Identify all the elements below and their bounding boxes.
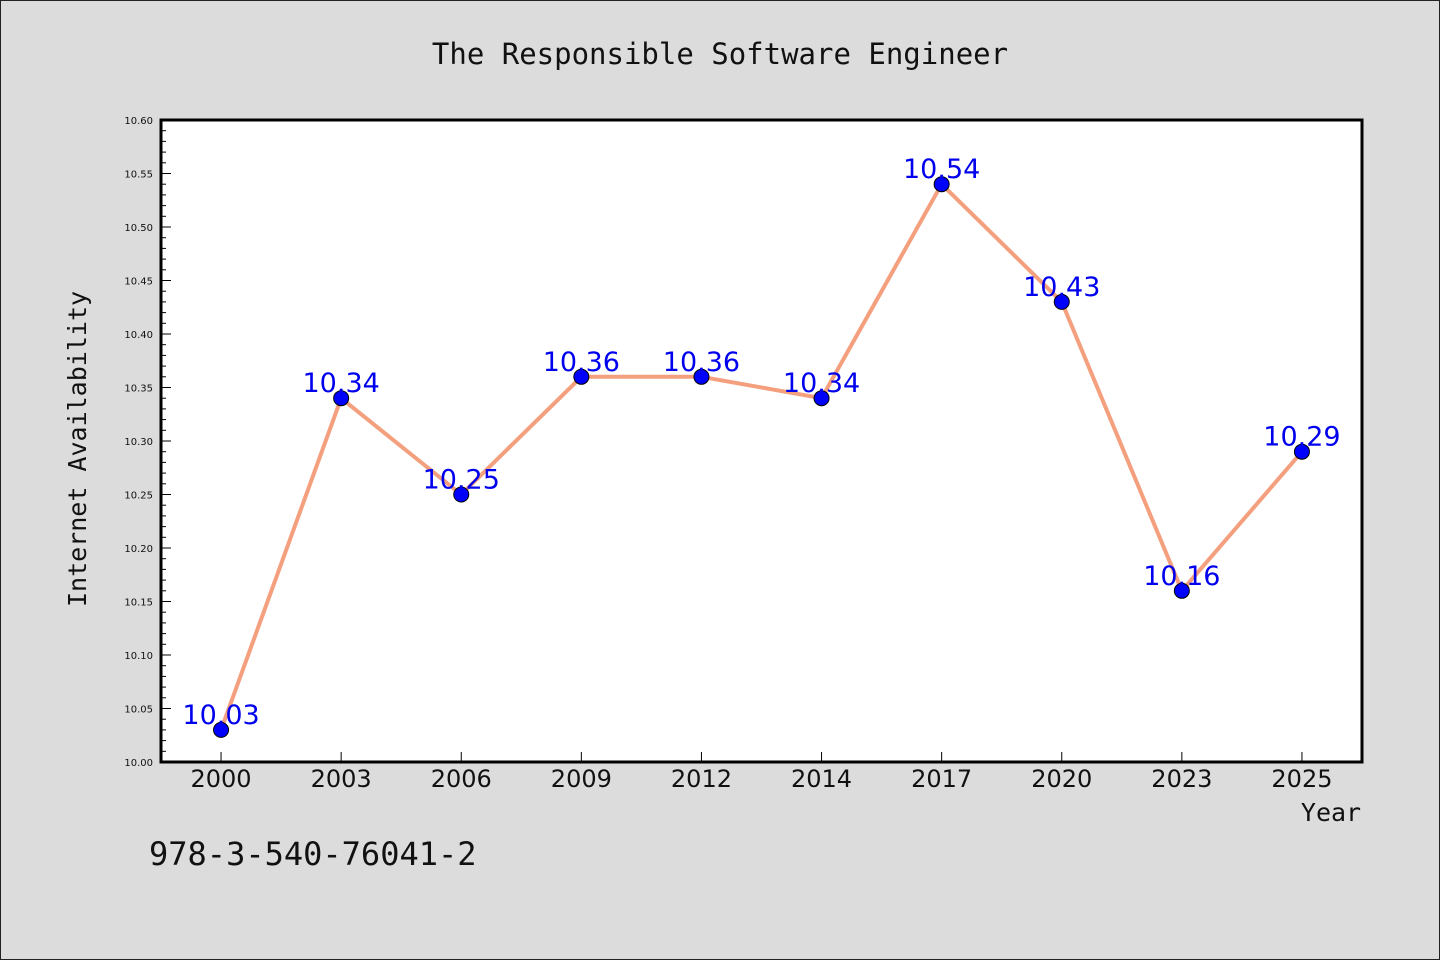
y-tick-label: 10.40: [124, 330, 153, 341]
data-label: 10.54: [903, 154, 980, 185]
y-tick-label: 10.60: [124, 116, 153, 127]
x-tick-label: 2023: [1151, 765, 1212, 793]
data-point: [933, 176, 950, 193]
x-tick-label: 2025: [1271, 765, 1332, 793]
data-label: 10.16: [1143, 561, 1220, 592]
y-tick-label: 10.35: [124, 384, 153, 395]
x-tick-label: 2017: [911, 765, 972, 793]
data-point: [693, 368, 710, 385]
x-tick-label: 2009: [551, 765, 612, 793]
y-tick-label: 10.50: [124, 223, 153, 234]
data-label: 10.36: [543, 347, 620, 378]
y-axis-label: Internet Availability: [63, 291, 92, 607]
y-tick-label: 10.05: [124, 705, 153, 716]
y-tick-label: 10.25: [124, 491, 153, 502]
data-point: [333, 390, 350, 407]
x-tick-label: 2000: [191, 765, 252, 793]
data-point: [453, 486, 470, 503]
y-tick-label: 10.55: [124, 170, 153, 181]
series-layer: 10.03 10.34 10.25 10.36 10.36 10.34 10.54 10.43…: [182, 154, 1341, 738]
data-point: [1293, 443, 1310, 460]
data-point: [813, 390, 830, 407]
x-tick-label: 2006: [431, 765, 492, 793]
data-label: 10.29: [1263, 422, 1340, 453]
data-label: 10.43: [1023, 272, 1100, 303]
series-line: [219, 182, 1304, 732]
data-label: 10.25: [423, 465, 500, 496]
y-axis: 10.00 10.05 10.10 10.15 10.20 10.25 10.30 10.35…: [124, 116, 171, 769]
x-tick-label: 2012: [671, 765, 732, 793]
plot-area: [161, 120, 1362, 762]
x-tick-label: 2003: [311, 765, 372, 793]
data-point: [213, 721, 230, 738]
y-tick-label: 10.00: [124, 758, 153, 769]
x-tick-label: 2014: [791, 765, 852, 793]
data-label: 10.36: [663, 347, 740, 378]
y-tick-label: 10.30: [124, 437, 153, 448]
x-axis: 2000 2003 2006 2009 2012 2014 2017 2020 2023 2025: [191, 752, 1332, 793]
data-label: 10.03: [182, 700, 259, 731]
data-point: [573, 368, 590, 385]
data-label: 10.34: [783, 368, 860, 399]
data-point: [1053, 293, 1070, 310]
data-label: 10.34: [303, 368, 380, 399]
y-tick-label: 10.20: [124, 544, 153, 555]
data-point: [1173, 582, 1190, 599]
y-tick-label: 10.10: [124, 651, 153, 662]
chart-title: The Responsible Software Engineer: [432, 37, 1008, 71]
x-tick-label: 2020: [1031, 765, 1092, 793]
x-axis-label: Year: [1301, 798, 1361, 827]
y-tick-label: 10.15: [124, 598, 153, 609]
isbn-footer: 978-3-540-76041-2: [149, 835, 477, 873]
y-tick-label: 10.45: [124, 277, 153, 288]
plot-frame: [159, 118, 1364, 764]
